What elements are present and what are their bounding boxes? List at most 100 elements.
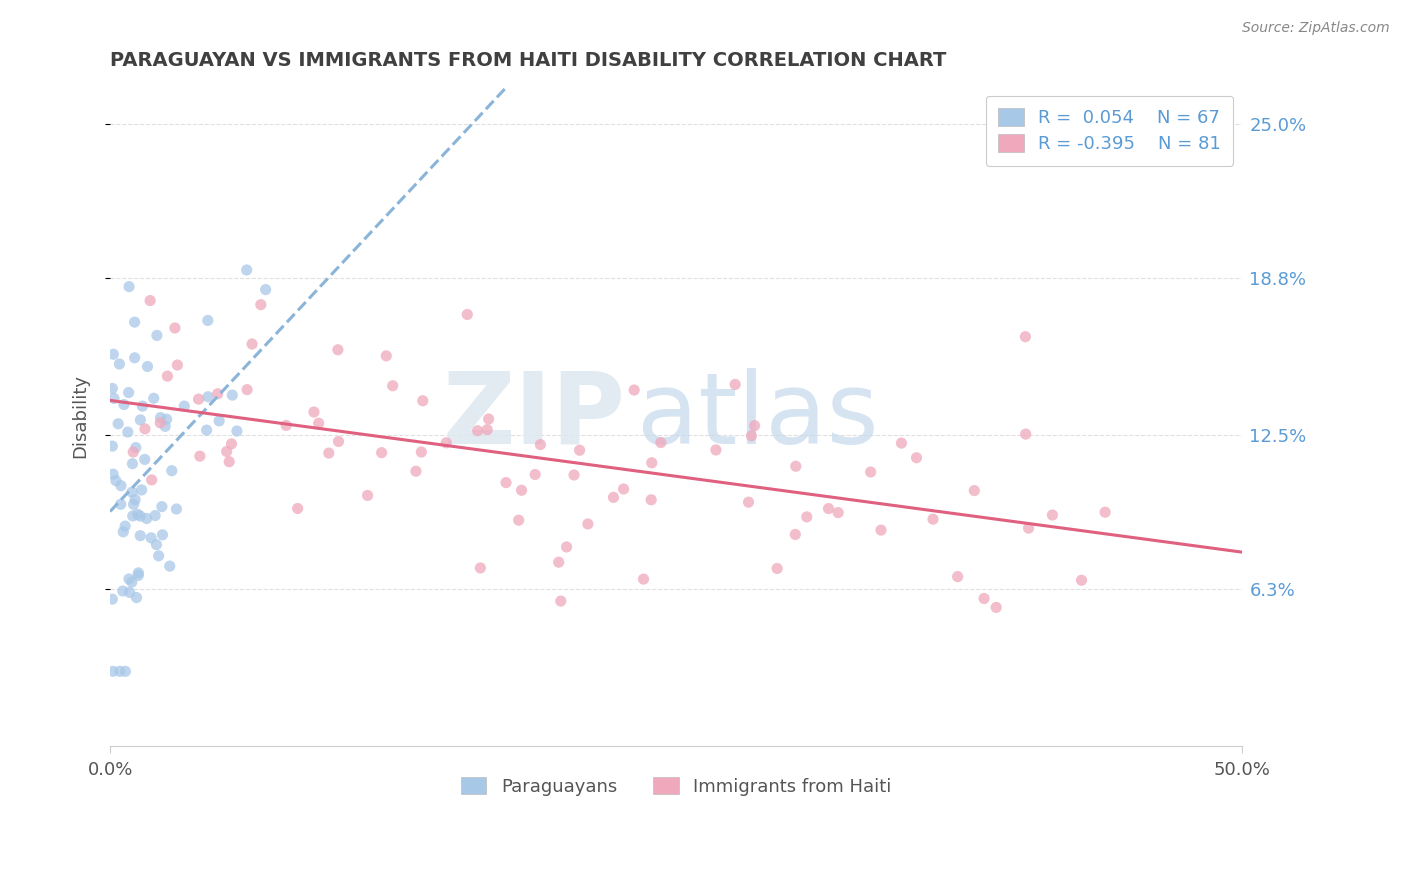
Point bbox=[165, 502, 187, 516]
Point bbox=[381, 378, 404, 392]
Point bbox=[129, 509, 152, 524]
Point bbox=[870, 523, 893, 537]
Point bbox=[134, 422, 156, 436]
Point bbox=[145, 538, 167, 552]
Point bbox=[326, 343, 349, 357]
Point bbox=[103, 392, 125, 406]
Point bbox=[129, 413, 152, 427]
Point bbox=[633, 572, 655, 586]
Point bbox=[159, 559, 181, 574]
Point bbox=[156, 412, 179, 426]
Point bbox=[576, 516, 599, 531]
Point bbox=[131, 483, 153, 497]
Point bbox=[226, 424, 249, 438]
Point bbox=[197, 313, 219, 327]
Point bbox=[973, 591, 995, 606]
Point bbox=[197, 390, 219, 404]
Point bbox=[110, 479, 132, 493]
Text: Source: ZipAtlas.com: Source: ZipAtlas.com bbox=[1241, 21, 1389, 36]
Point bbox=[405, 464, 427, 478]
Point bbox=[121, 508, 143, 523]
Point bbox=[131, 399, 153, 413]
Point bbox=[218, 455, 240, 469]
Point bbox=[143, 508, 166, 523]
Text: PARAGUAYAN VS IMMIGRANTS FROM HAITI DISABILITY CORRELATION CHART: PARAGUAYAN VS IMMIGRANTS FROM HAITI DISA… bbox=[110, 51, 946, 70]
Point bbox=[724, 377, 747, 392]
Point bbox=[114, 665, 136, 679]
Point bbox=[207, 386, 229, 401]
Point bbox=[547, 555, 569, 569]
Point bbox=[612, 482, 634, 496]
Point bbox=[118, 585, 141, 599]
Point bbox=[149, 410, 172, 425]
Point bbox=[146, 328, 169, 343]
Point bbox=[112, 398, 135, 412]
Point bbox=[287, 501, 309, 516]
Point bbox=[110, 497, 132, 511]
Point bbox=[905, 450, 928, 465]
Point bbox=[704, 442, 727, 457]
Point bbox=[817, 501, 839, 516]
Point bbox=[173, 399, 195, 413]
Point bbox=[124, 315, 146, 329]
Point bbox=[236, 383, 259, 397]
Point bbox=[127, 508, 149, 522]
Point bbox=[495, 475, 517, 490]
Point bbox=[117, 425, 139, 439]
Point bbox=[456, 308, 478, 322]
Point bbox=[370, 445, 392, 459]
Point bbox=[276, 418, 298, 433]
Point bbox=[986, 600, 1008, 615]
Point bbox=[127, 568, 149, 582]
Point bbox=[221, 437, 243, 451]
Point bbox=[785, 459, 807, 474]
Point bbox=[796, 509, 818, 524]
Point bbox=[188, 449, 211, 463]
Point bbox=[740, 429, 762, 443]
Point bbox=[328, 434, 350, 449]
Point bbox=[411, 445, 433, 459]
Point bbox=[766, 561, 789, 575]
Point bbox=[375, 349, 398, 363]
Point bbox=[477, 423, 499, 437]
Y-axis label: Disability: Disability bbox=[72, 375, 89, 458]
Point bbox=[215, 444, 238, 458]
Point bbox=[101, 592, 124, 607]
Point bbox=[308, 416, 330, 430]
Point bbox=[124, 492, 146, 507]
Point bbox=[108, 357, 131, 371]
Point bbox=[562, 468, 585, 483]
Point bbox=[122, 497, 145, 511]
Point bbox=[744, 418, 766, 433]
Text: ZIP: ZIP bbox=[443, 368, 626, 465]
Point bbox=[139, 531, 162, 545]
Point bbox=[108, 665, 131, 679]
Point bbox=[103, 347, 125, 361]
Point bbox=[785, 527, 807, 541]
Point bbox=[166, 358, 188, 372]
Point bbox=[125, 441, 148, 455]
Point bbox=[107, 417, 129, 431]
Point bbox=[568, 443, 591, 458]
Point bbox=[141, 473, 163, 487]
Point bbox=[139, 293, 162, 308]
Point bbox=[221, 388, 243, 402]
Point bbox=[434, 435, 457, 450]
Point bbox=[623, 383, 645, 397]
Point bbox=[859, 465, 882, 479]
Point bbox=[1042, 508, 1064, 522]
Point bbox=[963, 483, 986, 498]
Point bbox=[136, 359, 159, 374]
Point bbox=[160, 464, 183, 478]
Point bbox=[470, 561, 492, 575]
Point bbox=[650, 435, 672, 450]
Point bbox=[602, 491, 624, 505]
Point bbox=[117, 385, 139, 400]
Point bbox=[478, 412, 501, 426]
Point bbox=[121, 485, 143, 500]
Point bbox=[318, 446, 340, 460]
Point bbox=[129, 529, 152, 543]
Point bbox=[156, 369, 179, 384]
Point bbox=[112, 524, 135, 539]
Point bbox=[163, 321, 186, 335]
